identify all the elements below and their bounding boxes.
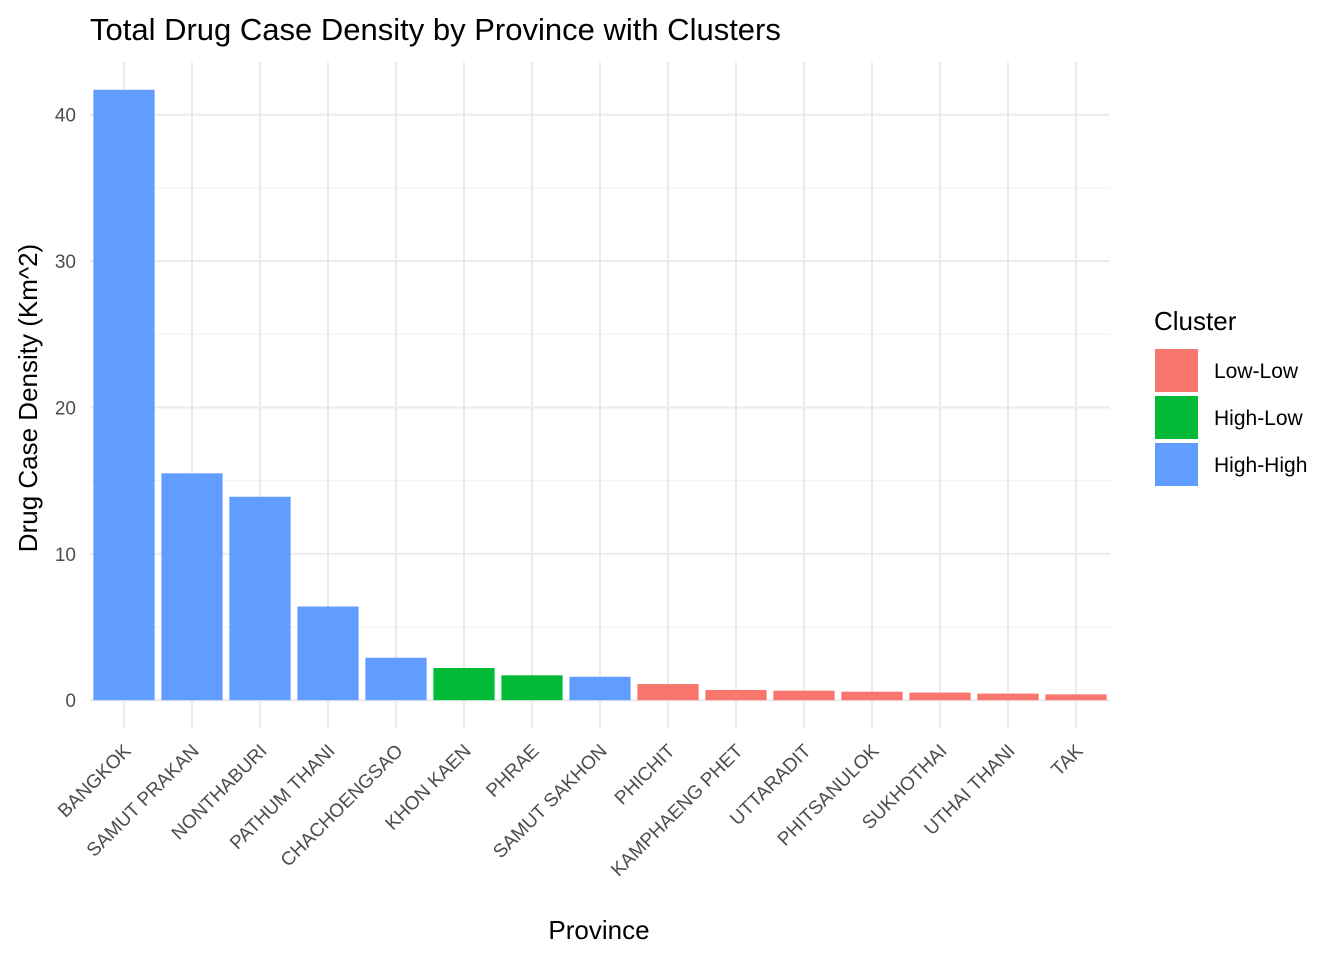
bar-phichit xyxy=(637,684,699,701)
bar-phrae xyxy=(501,675,563,701)
bar-khon-kaen xyxy=(433,667,495,701)
bar-chachoengsao xyxy=(365,657,427,701)
x-axis-title: Province xyxy=(548,915,649,945)
chart-title: Total Drug Case Density by Province with… xyxy=(90,12,781,47)
y-tick-label: 0 xyxy=(65,691,76,712)
x-tick-label: KAMPHAENG PHET xyxy=(607,740,748,881)
legend-label: Low-Low xyxy=(1214,360,1299,383)
y-tick-label: 30 xyxy=(55,252,76,273)
y-axis-title: Drug Case Density (Km^2) xyxy=(13,244,43,552)
bar-sukhothai xyxy=(909,692,971,701)
bar-uthai-thani xyxy=(977,693,1039,701)
legend-swatch xyxy=(1155,396,1198,439)
legend-title: Cluster xyxy=(1154,306,1237,336)
legend: Cluster Low-Low High-Low High-High xyxy=(1154,306,1307,486)
y-tick-label: 40 xyxy=(55,106,76,127)
y-tick-labels: 0 10 20 30 40 xyxy=(55,106,76,712)
x-tick-label: PHRAE xyxy=(482,741,543,802)
bar-phitsanulok xyxy=(841,691,903,701)
legend-label: High-High xyxy=(1214,454,1307,477)
y-tick-label: 20 xyxy=(55,398,76,419)
bar-pathum-thani xyxy=(297,606,359,701)
bars-layer xyxy=(93,89,1107,701)
legend-swatch xyxy=(1155,443,1198,486)
bar-kamphaeng-phet xyxy=(705,689,767,701)
x-tick-label: SAMUT SAKHON xyxy=(489,741,611,863)
bar-tak xyxy=(1045,694,1107,701)
bar-samut-prakan xyxy=(161,473,223,701)
x-tick-label: CHACHOENGSAO xyxy=(277,741,408,872)
x-tick-label: PHICHIT xyxy=(611,740,680,809)
legend-swatch xyxy=(1155,349,1198,392)
legend-label: High-Low xyxy=(1214,407,1304,430)
bar-bangkok xyxy=(93,89,155,701)
x-tick-label: TAK xyxy=(1048,740,1088,780)
bar-uttaradit xyxy=(773,690,835,701)
y-tick-label: 10 xyxy=(55,545,76,566)
bar-samut-sakhon xyxy=(569,676,631,701)
x-tick-label: SAMUT PRAKAN xyxy=(83,741,204,862)
legend-items: Low-Low High-Low High-High xyxy=(1155,349,1307,486)
bar-nonthaburi xyxy=(229,496,291,701)
